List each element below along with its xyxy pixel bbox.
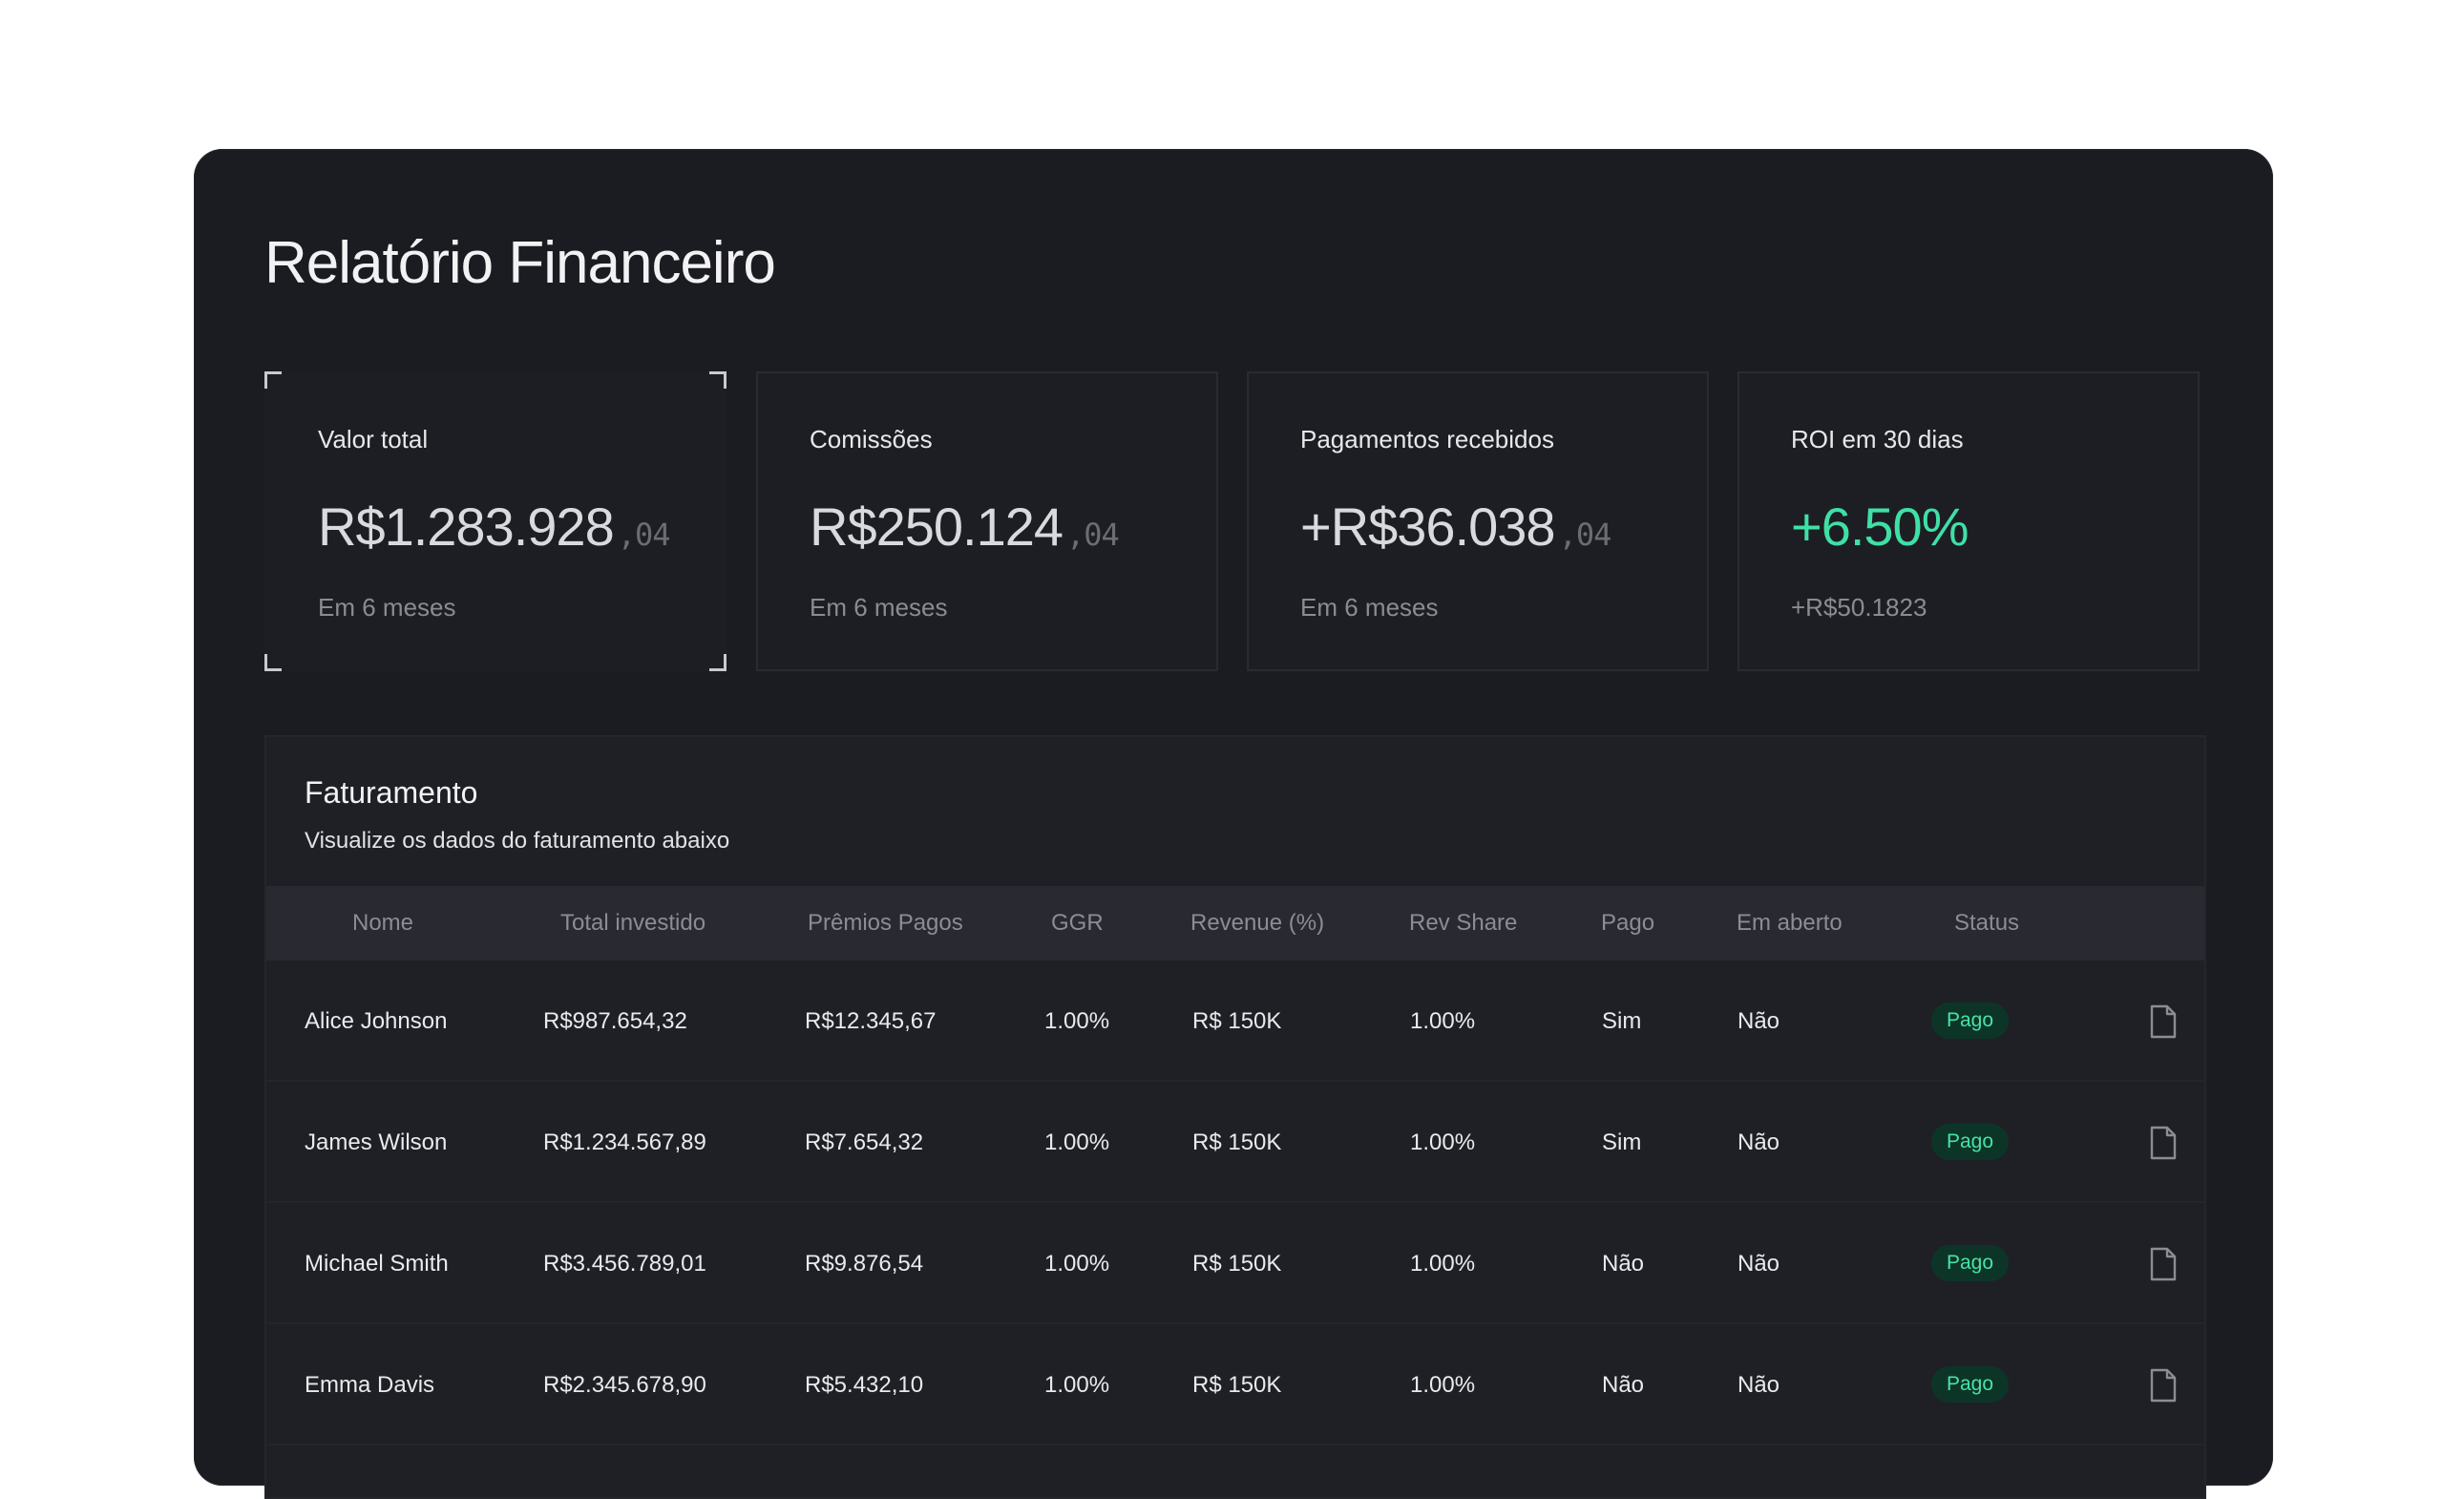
- card-subtitle: Em 6 meses: [318, 593, 456, 622]
- document-icon[interactable]: [2149, 1126, 2178, 1160]
- cell-em-aberto: Não: [1737, 1130, 1780, 1155]
- card-subtitle: Em 6 meses: [810, 593, 948, 622]
- column-header-em-aberto[interactable]: Em aberto: [1737, 910, 1843, 936]
- cell-total-investido: R$2.345.678,90: [543, 1372, 706, 1398]
- card-commissions[interactable]: Comissões R$250.124,04 Em 6 meses: [756, 371, 1218, 671]
- card-cents: ,04: [617, 517, 671, 553]
- card-label: Valor total: [318, 425, 429, 454]
- card-subtitle: Em 6 meses: [1300, 593, 1439, 622]
- card-cents: ,04: [1066, 517, 1120, 553]
- card-subtitle: +R$50.1823: [1791, 593, 1927, 622]
- cell-premios-pagos: R$12.345,67: [805, 1008, 937, 1034]
- card-cents: ,04: [1558, 517, 1612, 553]
- card-label: ROI em 30 dias: [1791, 425, 1964, 454]
- selection-corner: [264, 654, 282, 671]
- status-badge: Pago: [1931, 1366, 2010, 1403]
- cell-revenue: R$ 150K: [1192, 1372, 1282, 1398]
- selection-corner: [709, 371, 727, 389]
- selection-corner: [264, 371, 282, 389]
- column-header-premios-pagos[interactable]: Prêmios Pagos: [808, 910, 963, 936]
- cell-ggr: 1.00%: [1044, 1008, 1110, 1034]
- cell-rev-share: 1.00%: [1410, 1372, 1476, 1398]
- cell-pago: Sim: [1602, 1130, 1642, 1155]
- table-header: Nome Total investido Prêmios Pagos GGR R…: [266, 886, 2204, 961]
- cell-ggr: 1.00%: [1044, 1251, 1110, 1277]
- column-header-nome[interactable]: Nome: [352, 910, 414, 936]
- cell-total-investido: R$1.234.567,89: [543, 1130, 706, 1155]
- card-value: +R$36.038,04: [1300, 496, 1612, 557]
- status-badge: Pago: [1931, 1124, 2010, 1160]
- cell-revenue: R$ 150K: [1192, 1008, 1282, 1034]
- billing-panel: Faturamento Visualize os dados do fatura…: [264, 735, 2206, 1499]
- cell-revenue: R$ 150K: [1192, 1251, 1282, 1277]
- card-value: +6.50%: [1791, 496, 1969, 557]
- card-roi-30-days[interactable]: ROI em 30 dias +6.50% +R$50.1823: [1737, 371, 2200, 671]
- table-row[interactable]: Alice Johnson R$987.654,32 R$12.345,67 1…: [266, 961, 2204, 1082]
- billing-subtitle: Visualize os dados do faturamento abaixo: [305, 828, 730, 854]
- card-payments-received[interactable]: Pagamentos recebidos +R$36.038,04 Em 6 m…: [1247, 371, 1709, 671]
- table-row[interactable]: Michael Smith R$3.456.789,01 R$9.876,54 …: [266, 1203, 2204, 1324]
- card-value: R$1.283.928,04: [318, 496, 671, 557]
- column-header-rev-share[interactable]: Rev Share: [1409, 910, 1518, 936]
- cell-pago: Sim: [1602, 1008, 1642, 1034]
- document-icon[interactable]: [2149, 1247, 2178, 1281]
- column-header-status[interactable]: Status: [1954, 910, 2020, 936]
- cell-em-aberto: Não: [1737, 1372, 1780, 1398]
- cell-em-aberto: Não: [1737, 1251, 1780, 1277]
- card-total-value[interactable]: Valor total R$1.283.928,04 Em 6 meses: [264, 371, 727, 671]
- document-icon[interactable]: [2149, 1004, 2178, 1039]
- card-value: R$250.124,04: [810, 496, 1120, 557]
- cell-em-aberto: Não: [1737, 1008, 1780, 1034]
- table-row[interactable]: James Wilson R$1.234.567,89 R$7.654,32 1…: [266, 1082, 2204, 1203]
- card-label: Pagamentos recebidos: [1300, 425, 1554, 454]
- column-header-ggr[interactable]: GGR: [1051, 910, 1104, 936]
- document-icon[interactable]: [2149, 1368, 2178, 1403]
- selection-corner: [709, 654, 727, 671]
- status-badge: Pago: [1931, 1003, 2010, 1039]
- cell-pago: Não: [1602, 1372, 1645, 1398]
- cell-nome: James Wilson: [305, 1130, 448, 1155]
- column-header-pago[interactable]: Pago: [1601, 910, 1655, 936]
- cell-ggr: 1.00%: [1044, 1130, 1110, 1155]
- cell-revenue: R$ 150K: [1192, 1130, 1282, 1155]
- column-header-total-investido[interactable]: Total investido: [560, 910, 706, 936]
- report-window: Relatório Financeiro Valor total R$1.283…: [194, 149, 2273, 1499]
- card-label: Comissões: [810, 425, 933, 454]
- cell-rev-share: 1.00%: [1410, 1130, 1476, 1155]
- status-badge: Pago: [1931, 1245, 2010, 1281]
- cell-rev-share: 1.00%: [1410, 1008, 1476, 1034]
- cell-premios-pagos: R$7.654,32: [805, 1130, 924, 1155]
- cell-total-investido: R$987.654,32: [543, 1008, 687, 1034]
- cell-total-investido: R$3.456.789,01: [543, 1251, 706, 1277]
- cell-pago: Não: [1602, 1251, 1645, 1277]
- column-header-revenue[interactable]: Revenue (%): [1190, 910, 1325, 936]
- cell-premios-pagos: R$5.432,10: [805, 1372, 924, 1398]
- table-row[interactable]: Emma Davis R$2.345.678,90 R$5.432,10 1.0…: [266, 1324, 2204, 1446]
- cell-nome: Michael Smith: [305, 1251, 449, 1277]
- cell-nome: Alice Johnson: [305, 1008, 448, 1034]
- page-title: Relatório Financeiro: [264, 230, 776, 296]
- cell-premios-pagos: R$9.876,54: [805, 1251, 924, 1277]
- billing-title: Faturamento: [305, 775, 478, 810]
- cell-rev-share: 1.00%: [1410, 1251, 1476, 1277]
- cell-nome: Emma Davis: [305, 1372, 435, 1398]
- cell-ggr: 1.00%: [1044, 1372, 1110, 1398]
